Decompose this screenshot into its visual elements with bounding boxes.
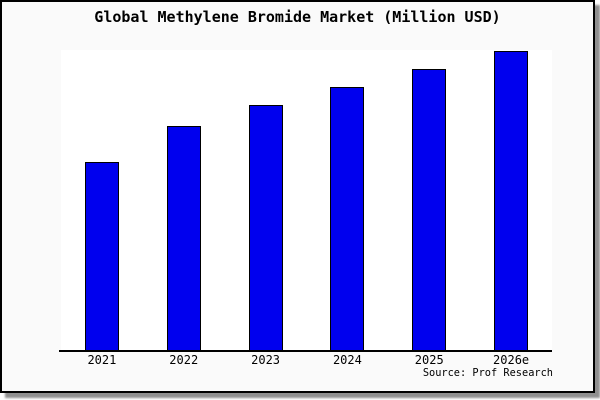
x-axis-line	[59, 350, 552, 352]
bar-2021	[84, 162, 119, 351]
bar-2023	[248, 105, 283, 351]
bar-2024	[330, 87, 365, 351]
plot-area	[61, 50, 552, 351]
x-tick-label-2024: 2024	[332, 353, 362, 367]
bar-2025	[412, 69, 447, 351]
x-tick-label-2022: 2022	[169, 353, 199, 367]
x-tick-label-2025: 2025	[414, 353, 444, 367]
figure-frame: Global Methylene Bromide Market (Million…	[0, 0, 595, 393]
x-tick-label-2021: 2021	[87, 353, 117, 367]
chart-title: Global Methylene Bromide Market (Million…	[94, 8, 501, 26]
x-tick-label-2023: 2023	[251, 353, 281, 367]
bar-2022	[166, 126, 201, 351]
bar-2026e	[494, 51, 529, 351]
x-tick-label-2026e: 2026e	[493, 353, 530, 367]
source-note: Source: Prof Research	[422, 367, 553, 379]
